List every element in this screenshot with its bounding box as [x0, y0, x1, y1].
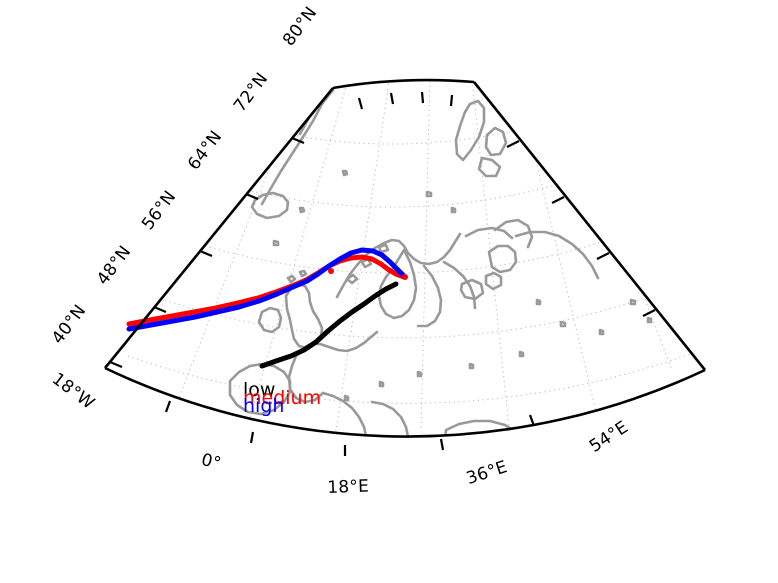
track-medium-marker — [328, 268, 334, 274]
legend-item-high: high — [243, 395, 285, 417]
track-high — [126, 247, 406, 332]
lon-label-18e: 18°E — [327, 476, 370, 498]
trajectories — [126, 247, 408, 369]
map-border — [103, 78, 707, 438]
legend-item-low: low — [243, 379, 276, 401]
track-medium — [126, 254, 407, 327]
legend: low medium high — [243, 379, 322, 417]
track-low — [259, 281, 399, 369]
legend-item-medium: medium — [243, 387, 322, 409]
track-medium-endpoint — [402, 274, 408, 280]
graticule — [105, 80, 705, 437]
border-ticks — [109, 91, 656, 456]
